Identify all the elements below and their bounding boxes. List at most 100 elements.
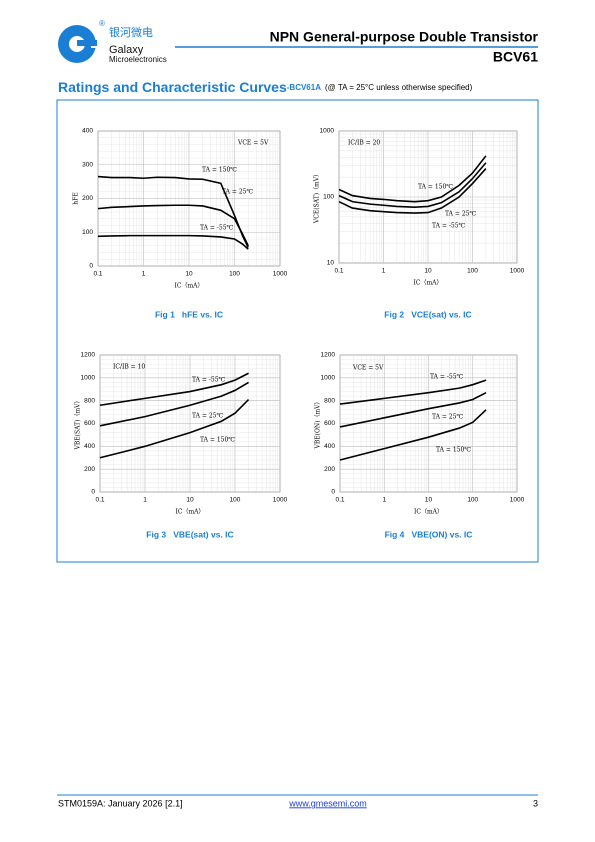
y-tick-label: 200 (324, 466, 335, 473)
series-label: TA = -55℃ (192, 377, 226, 384)
series-line (97, 234, 249, 250)
series-line (338, 155, 487, 203)
y-axis-label: hFE (73, 192, 80, 204)
logo: ® (58, 19, 105, 63)
x-tick-label: 100 (467, 268, 478, 275)
svg-text:®: ® (99, 19, 105, 28)
x-axis-label: IC（mA） (175, 283, 204, 290)
x-tick-label: 1 (142, 271, 146, 278)
annotation: IC/IB = 10 (113, 364, 145, 371)
figure-caption: Fig 4 VBE(ON) vs. IC (385, 529, 473, 539)
footer-doc: STM0159A: January 2026 [2.1] (58, 798, 183, 808)
series-line (339, 391, 487, 428)
y-axis-label: VBE(ON)（mV） (315, 399, 322, 450)
series-label: TA = 25℃ (445, 211, 476, 218)
x-tick-label: 10 (186, 497, 194, 504)
x-tick-label: 1000 (510, 268, 525, 275)
figure-caption: Fig 2 VCE(sat) vs. IC (384, 309, 471, 319)
y-tick-label: 100 (82, 229, 93, 236)
y-axis-label: VCE(SAT)（mV） (314, 171, 321, 224)
y-tick-label: 1200 (321, 352, 336, 359)
x-tick-label: 10 (424, 268, 432, 275)
x-tick-label: 1000 (273, 497, 288, 504)
y-tick-label: 300 (82, 161, 93, 168)
series-label: TA = -55℃ (430, 374, 464, 381)
y-axis-label: VBE(SAT)（mV） (75, 398, 82, 451)
series-label: TA = 25℃ (222, 189, 253, 196)
x-axis-label: IC（mA） (414, 280, 443, 287)
x-tick-label: 0.1 (93, 271, 102, 278)
series-label: TA = 25℃ (432, 414, 463, 421)
series-line (99, 381, 249, 427)
y-tick-label: 400 (324, 443, 335, 450)
x-tick-label: 1000 (273, 271, 288, 278)
chart: 0.1 1 10 100 1000 0 200 400 600 800 1000 1200 IC（mA）… (315, 352, 525, 540)
series-line (339, 379, 487, 405)
footer-link[interactable]: www.gmesemi.com (288, 798, 367, 808)
y-tick-label: 600 (324, 420, 335, 427)
page-number: 3 (533, 798, 538, 808)
x-tick-label: 0.1 (95, 497, 104, 504)
chart: 0.1 1 10 100 1000 0 100 200 300 400 IC（mA） hFE VCE =… (73, 128, 288, 320)
series-label: TA = -55℃ (200, 225, 234, 232)
y-tick-label: 1000 (81, 375, 96, 382)
series-line (99, 372, 249, 407)
x-tick-label: 100 (229, 271, 240, 278)
x-tick-label: 10 (185, 271, 193, 278)
y-tick-label: 0 (91, 489, 95, 496)
series-line (97, 204, 249, 247)
series-label: TA = 150℃ (200, 437, 235, 444)
y-tick-label: 10 (327, 260, 335, 267)
company-en: Microelectronics (109, 55, 167, 64)
annotation: VCE = 5V (237, 140, 269, 147)
series-line (339, 409, 487, 461)
series-label: TA = 150℃ (436, 447, 471, 454)
x-tick-label: 1 (143, 497, 147, 504)
x-tick-label: 0.1 (334, 268, 343, 275)
annotation: IC/IB = 20 (348, 140, 380, 147)
x-tick-label: 1000 (510, 497, 525, 504)
series-label: TA = 150℃ (202, 167, 237, 174)
annotation: VCE = 5V (352, 365, 384, 372)
x-axis-label: IC（mA） (176, 509, 205, 516)
series-line (338, 162, 487, 209)
series-label: TA = 25℃ (192, 413, 223, 420)
series-label: TA = 150℃ (418, 184, 453, 191)
figure-caption: Fig 3 VBE(sat) vs. IC (146, 529, 233, 539)
series-line (99, 398, 250, 459)
y-tick-label: 1200 (81, 352, 96, 359)
condition: (@ TA = 25°C unless otherwise specified) (325, 83, 473, 92)
x-tick-label: 100 (467, 497, 478, 504)
y-tick-label: 400 (84, 443, 95, 450)
company-cn: 银河微电 (109, 25, 153, 39)
chart: 0.1 1 10 100 1000 0 200 400 600 800 1000 1200 IC（mA）… (75, 352, 288, 540)
company-en: Galaxy (109, 44, 144, 56)
x-axis-label: IC（mA） (414, 509, 443, 516)
y-tick-label: 1000 (321, 375, 336, 382)
figure-box (56, 99, 539, 563)
y-tick-label: 1000 (320, 128, 335, 135)
y-tick-label: 800 (84, 397, 95, 404)
y-tick-label: 0 (89, 263, 93, 270)
x-tick-label: 10 (425, 497, 433, 504)
figure-caption: Fig 1 hFE vs. IC (155, 309, 223, 319)
x-tick-label: 0.1 (335, 497, 344, 504)
y-tick-label: 800 (324, 397, 335, 404)
y-tick-label: 100 (323, 194, 334, 201)
part-number: BCV61 (493, 49, 538, 65)
chart: 0.1 1 10 100 1000 10 100 1000 IC（mA） VCE(SAT)（mV）… (314, 128, 525, 320)
y-tick-label: 200 (84, 466, 95, 473)
x-tick-label: 1 (382, 268, 386, 275)
heading-suffix: -BCV61A (287, 83, 321, 92)
doc-title: NPN General-purpose Double Transistor (270, 29, 539, 45)
section-heading: Ratings and Characteristic Curves-BCV61A… (58, 79, 473, 95)
heading: Ratings and Characteristic Curves (58, 79, 287, 95)
x-tick-label: 100 (230, 497, 241, 504)
x-tick-label: 1 (382, 497, 386, 504)
series-line (338, 167, 487, 214)
y-tick-label: 600 (84, 420, 95, 427)
series-label: TA = -55℃ (432, 223, 466, 230)
series-line (97, 175, 249, 248)
